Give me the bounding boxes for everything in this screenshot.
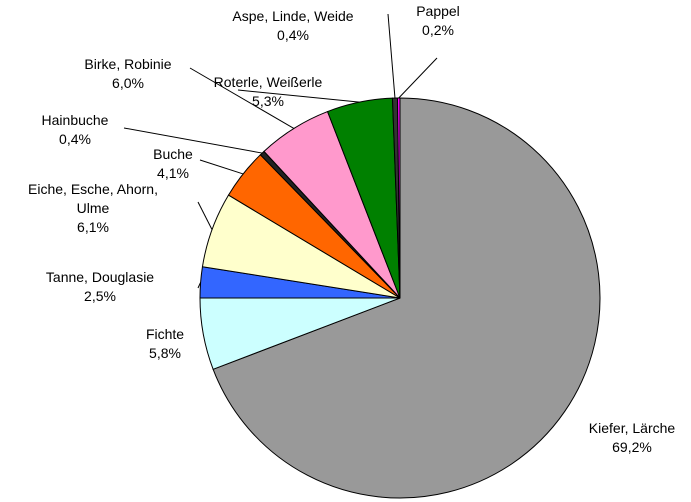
leader-line — [197, 201, 213, 230]
leader-line — [189, 67, 295, 129]
slice-label: Tanne, Douglasie 2,5% — [0, 268, 200, 306]
value-label: 69,2% — [612, 439, 652, 455]
category-label: Birke, Robinie — [84, 56, 172, 72]
category-label: Tanne, Douglasie — [45, 269, 155, 285]
leader-line — [237, 89, 360, 103]
slice-label: Kiefer, Lärche 69,2% — [562, 419, 691, 457]
category-label: Buche — [153, 146, 193, 162]
slice-label: Pappel 0,2% — [398, 2, 478, 40]
leader-line — [197, 282, 202, 289]
slice-label: Roterle, Weißerle 5,3% — [188, 73, 348, 111]
category-label: Roterle, Weißerle — [213, 74, 323, 90]
value-label: 6,1% — [77, 219, 109, 235]
value-label: 5,8% — [149, 345, 181, 361]
category-label: Aspe, Linde, Weide — [232, 8, 354, 24]
value-label: 0,2% — [422, 22, 454, 38]
leader-line — [123, 127, 263, 154]
slice-label: Buche 4,1% — [138, 145, 208, 183]
category-label: Kiefer, Lärche — [588, 420, 676, 436]
slice-label: Eiche, Esche, Ahorn, Ulme 6,1% — [18, 180, 168, 237]
leader-line — [398, 57, 438, 99]
leader-line — [199, 159, 244, 175]
category-label: Eiche, Esche, Ahorn, Ulme — [28, 181, 158, 216]
category-label: Hainbuche — [41, 112, 109, 128]
slice-label: Birke, Robinie 6,0% — [63, 55, 193, 93]
slice-label: Hainbuche 0,4% — [20, 111, 130, 149]
value-label: 0,4% — [59, 131, 91, 147]
slice-label: Fichte 5,8% — [125, 325, 205, 363]
category-label: Pappel — [416, 3, 460, 19]
value-label: 4,1% — [157, 165, 189, 181]
value-label: 6,0% — [112, 75, 144, 91]
value-label: 2,5% — [84, 288, 116, 304]
pie-slice — [212, 97, 601, 499]
leader-line — [387, 13, 396, 99]
value-label: 0,4% — [277, 27, 309, 43]
slice-label: Aspe, Linde, Weide 0,4% — [203, 7, 383, 45]
value-label: 5,3% — [252, 93, 284, 109]
category-label: Fichte — [145, 326, 185, 342]
